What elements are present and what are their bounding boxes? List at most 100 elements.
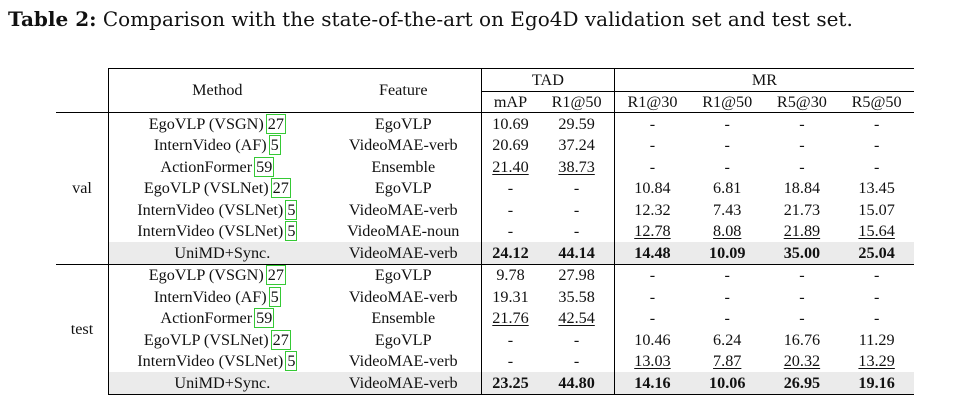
value-cell: - — [480, 177, 540, 199]
value-cell: - — [724, 136, 730, 155]
table-row: EgoVLP (VSLNet) 27 EgoVLP - - 10.46 6.24 16.76 1… — [56, 329, 914, 351]
feature-cell: VideoMAE-verb — [348, 352, 458, 371]
value-cell: - — [480, 220, 540, 242]
feature-cell: VideoMAE-verb — [325, 242, 482, 264]
value-cell: 16.76 — [783, 330, 821, 349]
citation-link[interactable]: 5 — [285, 199, 298, 220]
value-cell-best: 26.95 — [764, 372, 840, 395]
value-cell: - — [614, 134, 690, 156]
caption-label: Table 2: — [8, 7, 97, 31]
citation-link[interactable]: 5 — [268, 135, 281, 156]
value-cell-best: 10.06 — [689, 372, 765, 395]
value-cell: - — [799, 309, 805, 328]
table-row: val EgoVLP (VSGN) 27 EgoVLP 10.69 29.59- - - - — [56, 112, 914, 264]
feature-cell: EgoVLP — [325, 112, 482, 135]
citation-link[interactable]: 5 — [285, 351, 298, 372]
header-mr: MR — [614, 68, 914, 92]
value-cell-best: 23.25 — [480, 372, 540, 395]
citation-link[interactable]: 27 — [270, 329, 291, 350]
value-cell: - — [573, 352, 580, 371]
citation-link[interactable]: 27 — [265, 265, 286, 286]
value-cell: 20.32 — [783, 352, 821, 371]
value-cell: - — [480, 329, 540, 351]
value-cell: - — [724, 309, 730, 328]
value-cell-best: 24.12 — [480, 242, 540, 264]
ours-row: UniMD+Sync. VideoMAE-verb 23.25 44.80 14.16 1… — [56, 372, 914, 395]
value-cell-best: 19.16 — [839, 372, 914, 395]
value-cell: 7.87 — [713, 352, 742, 371]
value-cell: - — [873, 287, 880, 306]
feature-cell: EgoVLP — [325, 263, 482, 286]
header-feature: Feature — [325, 68, 482, 113]
method-cell: EgoVLP (VSGN) 27 — [107, 112, 326, 135]
citation-link[interactable]: 27 — [265, 113, 286, 134]
header-col-r5-50: R5@50 — [839, 91, 914, 113]
feature-cell: VideoMAE-verb — [325, 372, 482, 395]
value-cell: 10.84 — [614, 177, 690, 199]
feature-cell: VideoMAE-verb — [348, 200, 458, 219]
value-cell: - — [614, 112, 690, 135]
ours-row: UniMD+Sync. VideoMAE-verb 24.12 44.14 14.48 1… — [56, 242, 914, 264]
value-cell: 19.31 — [480, 286, 540, 308]
value-cell: - — [799, 287, 805, 306]
value-cell: - — [614, 263, 690, 286]
value-cell: 6.81 — [713, 179, 742, 198]
value-cell: - — [839, 112, 914, 135]
value-cell: - — [873, 157, 880, 176]
value-cell: - — [614, 286, 690, 308]
value-cell: 6.24 — [713, 330, 742, 349]
header-method: Method — [107, 68, 326, 113]
table-caption: Table 2: Comparison with the state-of-th… — [8, 7, 853, 31]
value-cell: - — [689, 263, 765, 286]
value-cell-best: 25.04 — [839, 242, 914, 264]
citation-link[interactable]: 27 — [270, 178, 291, 199]
value-cell-best: 35.00 — [764, 242, 840, 264]
value-cell: 35.58 — [558, 287, 595, 306]
header-col-map: mAP — [480, 91, 540, 113]
feature-cell: EgoVLP — [374, 330, 432, 349]
value-cell: 13.29 — [858, 352, 895, 371]
value-cell: - — [480, 350, 540, 372]
method-cell: InternVideo (VSLNet) 5 — [107, 199, 326, 221]
table-row: InternVideo (VSLNet) 5 VideoMAE-verb - - 13.0… — [56, 350, 914, 372]
value-cell: 7.43 — [713, 200, 742, 219]
header-row-1: Method Feature TAD MR — [56, 68, 914, 113]
value-cell: - — [799, 136, 805, 155]
header-col-r1-50: R1@50 — [539, 91, 615, 113]
citation-link[interactable]: 5 — [268, 286, 281, 307]
value-cell: 11.29 — [858, 330, 895, 349]
table-row: InternVideo (VSLNet) 5 VideoMAE-verb - - 12.3… — [56, 199, 914, 221]
group-label: val — [56, 112, 109, 264]
citation-link[interactable]: 5 — [285, 221, 298, 242]
value-cell: - — [724, 157, 730, 176]
table-row: InternVideo (AF) 5 VideoMAE-verb 19.31 35.58… — [56, 286, 914, 308]
method-cell: InternVideo (AF) 5 — [107, 286, 326, 308]
feature-cell: VideoMAE-verb — [348, 136, 458, 155]
method-cell: InternVideo (VSLNet) 5 — [107, 220, 326, 242]
value-cell: 21.89 — [783, 222, 821, 241]
value-cell-best: 14.16 — [614, 372, 690, 395]
value-cell: 13.45 — [858, 179, 895, 198]
method-cell: EgoVLP (VSLNet) 27 — [107, 177, 326, 199]
value-cell: 42.54 — [558, 309, 595, 328]
citation-link[interactable]: 59 — [254, 156, 275, 177]
method-cell: ActionFormer 59 — [107, 156, 326, 178]
value-cell: 10.46 — [614, 329, 690, 351]
method-cell: EgoVLP (VSLNet) 27 — [107, 329, 326, 351]
value-cell: - — [614, 156, 690, 178]
value-cell: 38.73 — [558, 157, 595, 176]
method-cell: InternVideo (AF) 5 — [107, 134, 326, 156]
feature-cell: Ensemble — [371, 157, 436, 176]
value-cell: 21.76 — [480, 307, 540, 329]
value-cell: - — [480, 199, 540, 221]
value-cell: 37.24 — [558, 136, 595, 155]
table-row: ActionFormer 59 Ensemble 21.40 38.73- - - - — [56, 156, 914, 178]
value-cell: 12.78 — [614, 220, 690, 242]
value-cell-best: 10.09 — [689, 242, 765, 264]
value-cell: - — [764, 112, 840, 135]
value-cell: - — [873, 136, 880, 155]
value-cell: 21.40 — [480, 156, 540, 178]
method-cell: UniMD+Sync. — [107, 372, 326, 395]
citation-link[interactable]: 59 — [254, 308, 275, 329]
header-col-r1-30: R1@30 — [614, 91, 690, 113]
